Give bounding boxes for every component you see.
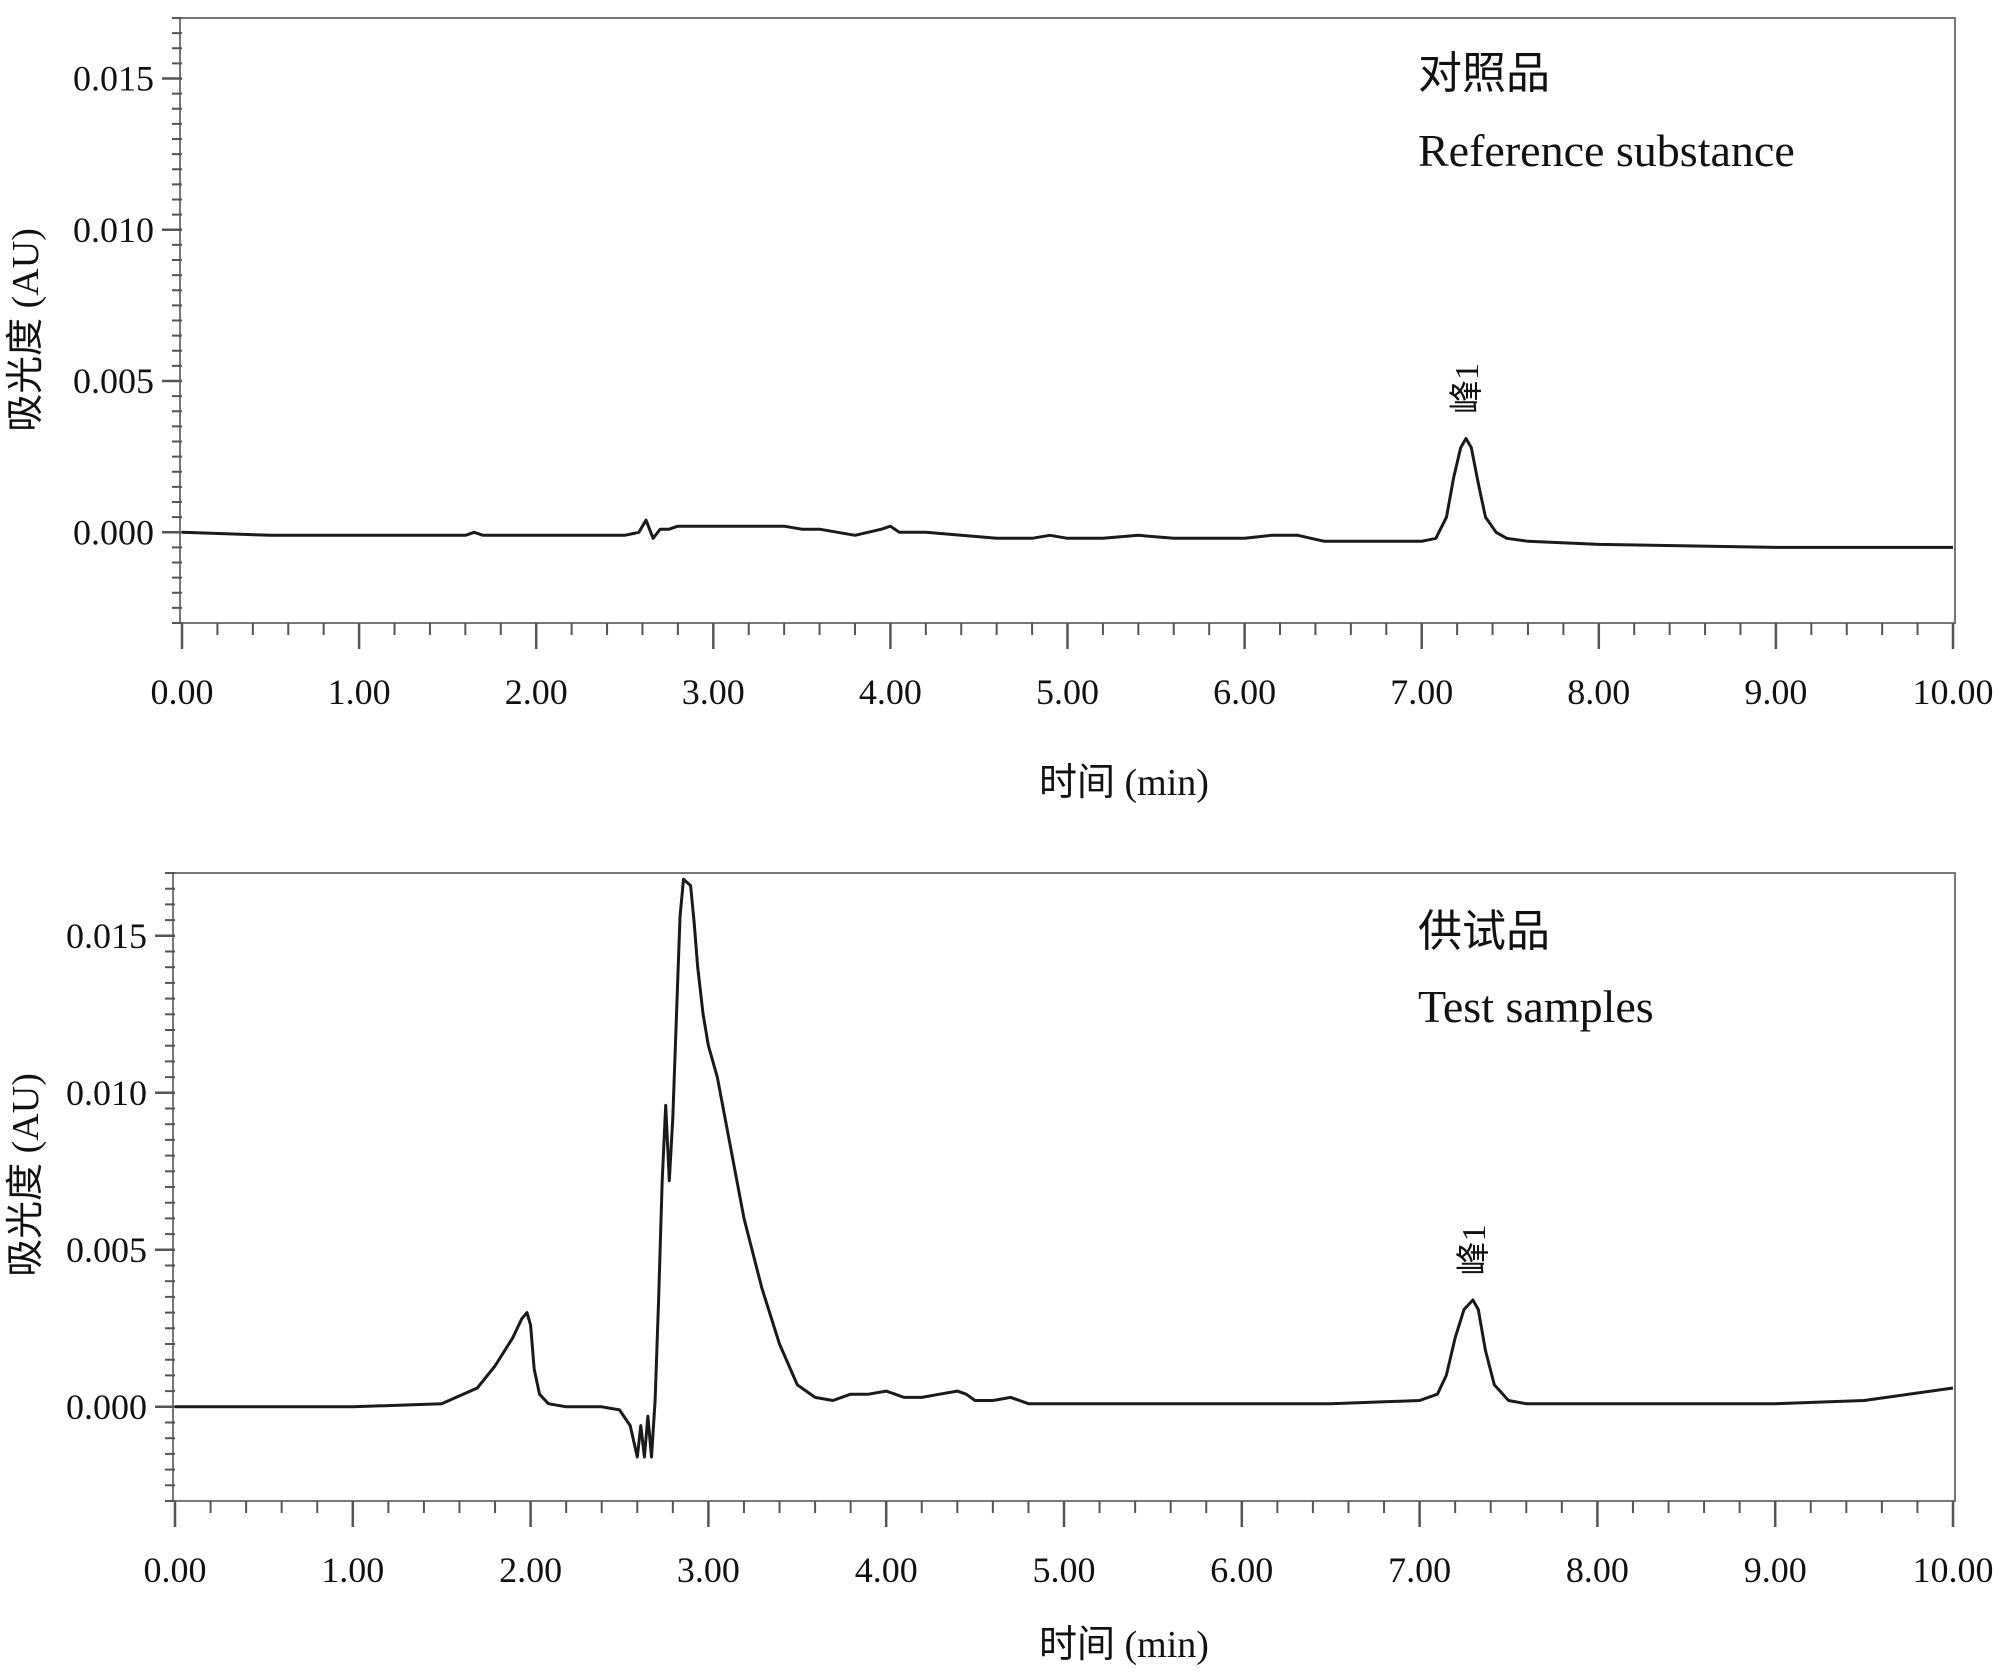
x-tick-label: 0.00 <box>151 672 214 712</box>
y-axis-ticks: 0.000 0.005 0.010 0.015 <box>73 17 182 624</box>
x-tick-label: 9.00 <box>1744 672 1807 712</box>
sample-name-en: Reference substance <box>1418 125 1795 176</box>
x-tick-label: 1.00 <box>328 672 391 712</box>
y-tick-label: 0.010 <box>73 210 154 250</box>
y-tick-label: 0.000 <box>73 512 154 552</box>
x-tick-label: 10.00 <box>1913 1550 1994 1590</box>
x-tick-label: 6.00 <box>1210 1550 1273 1590</box>
y-tick-label: 0.005 <box>66 1230 147 1270</box>
x-tick-label: 4.00 <box>855 1550 918 1590</box>
y-tick-label: 0.010 <box>66 1073 147 1113</box>
chromatogram-trace <box>181 437 1953 549</box>
x-tick-label: 8.00 <box>1566 1550 1629 1590</box>
y-tick-label: 0.015 <box>66 916 147 956</box>
x-tick-label: 3.00 <box>682 672 745 712</box>
x-tick-label: 10.00 <box>1913 672 1994 712</box>
sample-name-en: Test samples <box>1418 981 1654 1032</box>
x-tick-label: 0.00 <box>144 1550 207 1590</box>
x-tick-label: 2.00 <box>499 1550 562 1590</box>
reference-chart-panel: 0.000 0.005 0.010 0.015 0.00 1.00 2.00 3.00 4.0… <box>5 17 1994 804</box>
chromatogram-trace <box>175 877 1954 1459</box>
x-tick-label: 5.00 <box>1033 1550 1096 1590</box>
peak-1-label: 峰1 <box>1448 363 1486 414</box>
x-tick-label: 9.00 <box>1744 1550 1807 1590</box>
y-tick-label: 0.005 <box>73 361 154 401</box>
y-axis-label: 吸光度 (AU) <box>5 228 47 432</box>
y-axis-label: 吸光度 (AU) <box>5 1073 47 1277</box>
x-tick-label: 4.00 <box>859 672 922 712</box>
sample-chart-panel: 0.000 0.005 0.010 0.015 0.00 1.00 2.00 3.00 4.0… <box>5 872 1994 1666</box>
x-tick-label: 2.00 <box>505 672 568 712</box>
x-tick-label: 1.00 <box>321 1550 384 1590</box>
sample-name-zh: 供试品 <box>1418 907 1550 956</box>
y-tick-label: 0.015 <box>73 59 154 99</box>
plot-frame <box>172 872 1956 1502</box>
x-axis-label: 时间 (min) <box>1039 762 1209 804</box>
x-tick-label: 7.00 <box>1388 1550 1451 1590</box>
x-tick-label: 3.00 <box>677 1550 740 1590</box>
x-tick-label: 5.00 <box>1036 672 1099 712</box>
x-axis-ticks: 0.00 1.00 2.00 3.00 4.00 5.00 6.00 7.00 8.00 9.00… <box>144 1501 1994 1590</box>
y-tick-label: 0.000 <box>66 1387 147 1427</box>
plot-frame <box>179 17 1956 624</box>
y-axis-ticks: 0.000 0.005 0.010 0.015 <box>66 872 175 1502</box>
x-tick-label: 6.00 <box>1213 672 1276 712</box>
x-tick-label: 8.00 <box>1567 672 1630 712</box>
x-axis-ticks: 0.00 1.00 2.00 3.00 4.00 5.00 6.00 7.00 8.00 9.00… <box>151 623 1994 712</box>
peak-1-label: 峰1 <box>1455 1225 1493 1276</box>
x-axis-label: 时间 (min) <box>1039 1624 1209 1666</box>
x-tick-label: 7.00 <box>1390 672 1453 712</box>
sample-name-zh: 对照品 <box>1418 49 1550 98</box>
